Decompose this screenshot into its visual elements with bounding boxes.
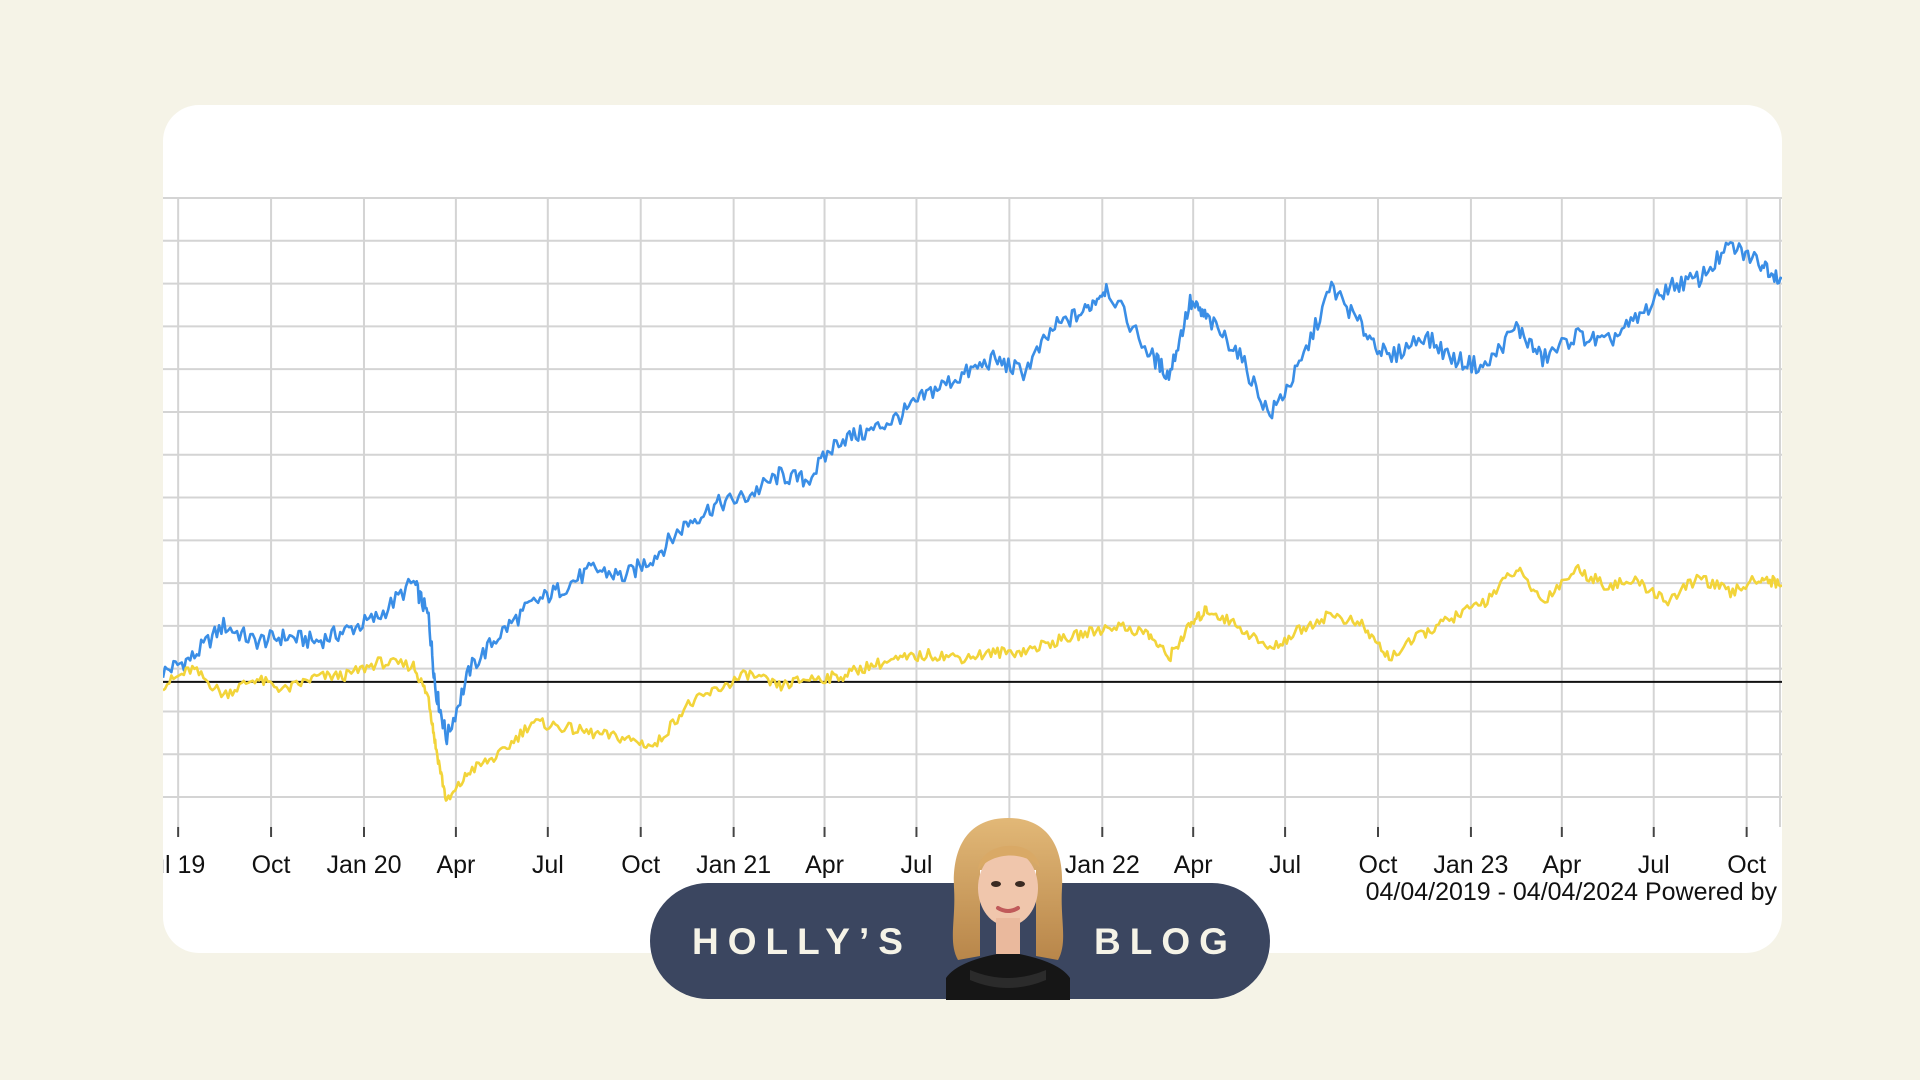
x-tick-label: Jul [1638,851,1670,879]
x-tick-label: Oct [252,851,291,879]
chart-card: ul 19 Oct Jan 20 Apr Jul Oct Jan 21 Apr Jul Oct Ja… [163,105,1782,953]
x-tick-label: Jan 23 [1433,851,1508,879]
x-tick-label: ul 19 [163,851,205,879]
x-tick-label: Oct [621,851,660,879]
x-tick-label: Jul [1269,851,1301,879]
x-tick-label: Jul [900,851,932,879]
author-portrait [946,818,1070,1000]
badge-right-text: BLOG [1094,921,1237,962]
x-tick-label: Jul [532,851,564,879]
x-tick-label: Oct [1359,851,1398,879]
x-tick-label: Oct [1727,851,1766,879]
x-tick-label: Apr [805,851,844,879]
x-tick-label: Jan 20 [326,851,401,879]
series-line-blue [163,241,1782,746]
x-tick-label: Jan 21 [696,851,771,879]
badge-left-text: HOLLY’S [692,921,912,962]
x-tick-label: Jan 22 [1065,851,1140,879]
date-range-label: 04/04/2019 - 04/04/2024 Powered by [1366,878,1778,906]
x-tick-label: Apr [1174,851,1213,879]
x-tick-label: Apr [1542,851,1581,879]
performance-chart: ul 19 Oct Jan 20 Apr Jul Oct Jan 21 Apr Jul Oct Ja… [163,197,1782,906]
x-tick-label: Apr [436,851,475,879]
series-line-yellow [163,563,1782,802]
